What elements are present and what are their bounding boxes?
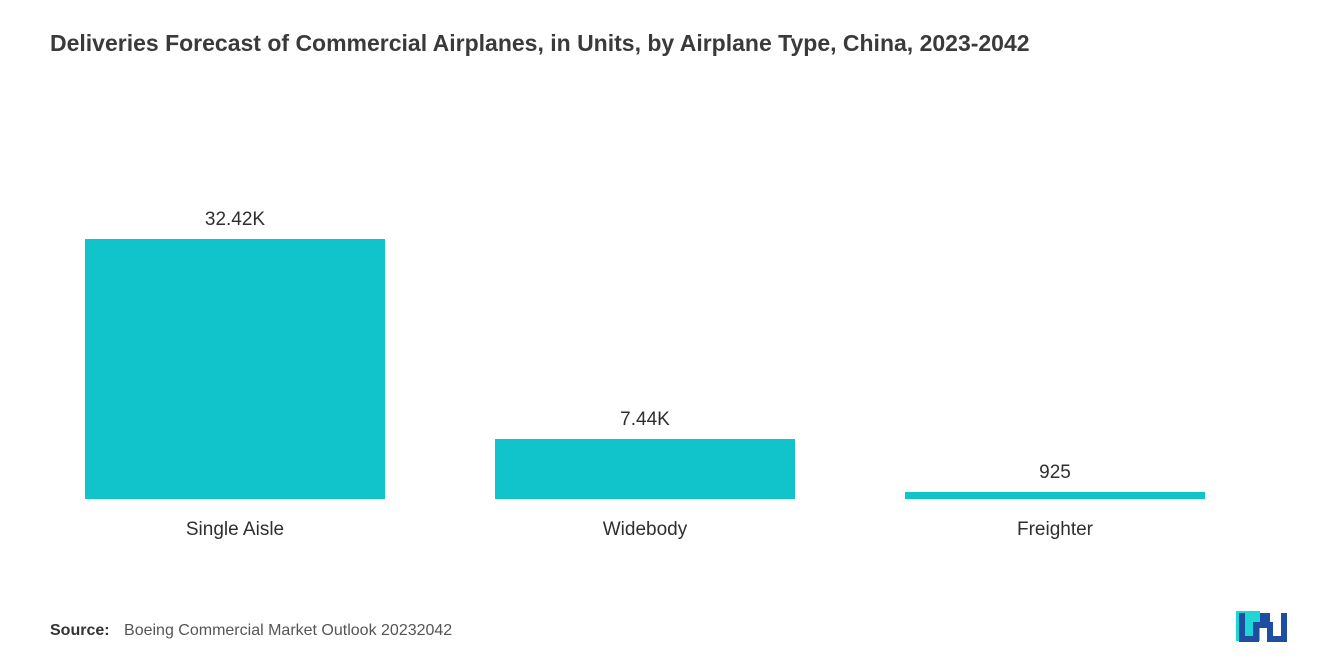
bar [495, 439, 795, 499]
bar-group: 32.42K Single Aisle [85, 209, 385, 547]
plot-area: 32.42K Single Aisle 7.44K Widebody 925 Freigh… [50, 67, 1240, 547]
source-text: Boeing Commercial Market Outlook 2023204… [124, 622, 452, 639]
source-line: Source: Boeing Commercial Market Outlook… [50, 622, 452, 640]
source-label: Source: [50, 622, 110, 639]
bar-category-label: Widebody [603, 509, 688, 547]
brand-logo-icon [1232, 605, 1290, 647]
bar-value-label: 925 [1039, 462, 1071, 484]
bar-value-label: 7.44K [620, 409, 670, 431]
logo-square [1260, 613, 1270, 623]
chart-title: Deliveries Forecast of Commercial Airpla… [50, 30, 1280, 57]
bar-group: 7.44K Widebody [495, 409, 795, 547]
bar-category-label: Freighter [1017, 509, 1093, 547]
bar-group: 925 Freighter [905, 462, 1205, 547]
bar [85, 239, 385, 499]
bar-category-label: Single Aisle [186, 509, 284, 547]
chart-container: Deliveries Forecast of Commercial Airpla… [0, 0, 1320, 665]
bar [905, 492, 1205, 499]
bar-value-label: 32.42K [205, 209, 265, 231]
